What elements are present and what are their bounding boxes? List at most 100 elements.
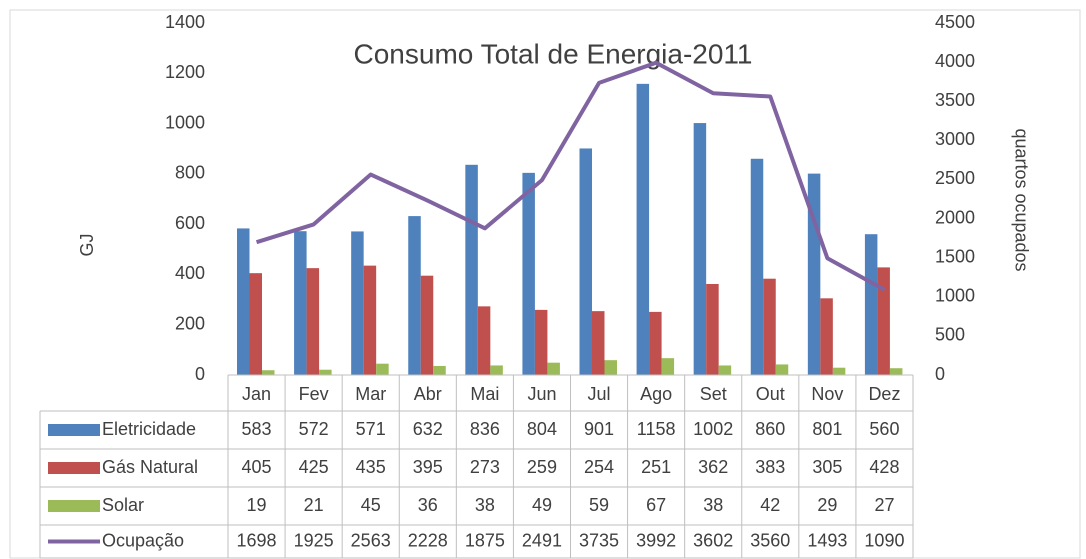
table-value: 571: [356, 419, 386, 439]
x-tick-label: Dez: [868, 384, 900, 404]
y-tick-label: 1200: [165, 62, 205, 82]
bar: [363, 265, 377, 375]
x-tick-label: Jun: [527, 384, 556, 404]
y2-tick-label: 4500: [935, 12, 975, 32]
bar: [465, 164, 478, 375]
table-value: 836: [470, 419, 500, 439]
table-value: 3560: [750, 530, 790, 550]
y-tick-label: 600: [175, 213, 205, 233]
bar: [262, 370, 275, 375]
x-tick-label: Fev: [299, 384, 329, 404]
table-value: 19: [247, 495, 267, 515]
table-value: 1493: [807, 530, 847, 550]
table-value: 259: [527, 457, 557, 477]
bar: [249, 273, 262, 375]
x-tick-label: Jan: [242, 384, 271, 404]
y2-tick-label: 4000: [935, 51, 975, 71]
bar: [604, 360, 617, 375]
table-value: 383: [755, 457, 785, 477]
table-value: 2491: [522, 530, 562, 550]
y2-tick-label: 3500: [935, 90, 975, 110]
table-value: 860: [755, 419, 785, 439]
table-value: 21: [304, 495, 324, 515]
bar: [522, 172, 535, 375]
legend-key: [48, 500, 100, 512]
bar: [534, 309, 548, 375]
table-value: 27: [874, 495, 894, 515]
bar: [408, 216, 421, 375]
table-value: 1090: [864, 530, 904, 550]
table-value: 1698: [237, 530, 277, 550]
x-tick-label: Out: [756, 384, 785, 404]
bar: [547, 362, 560, 375]
table-value: 67: [646, 495, 666, 515]
y-tick-label: 400: [175, 263, 205, 283]
bar: [864, 234, 878, 375]
y-tick-label: 1000: [165, 112, 205, 132]
table-value: 435: [356, 457, 386, 477]
y2-axis-label: quartos ocupados: [1011, 128, 1031, 271]
legend-label: Ocupação: [102, 530, 184, 550]
bar: [592, 311, 605, 375]
table-value: 38: [475, 495, 495, 515]
bar: [649, 311, 662, 375]
table-value: 36: [418, 495, 438, 515]
table-value: 1158: [637, 419, 676, 439]
bar: [706, 283, 719, 375]
table-value: 45: [361, 495, 381, 515]
bar: [636, 83, 650, 376]
table-value: 804: [527, 419, 557, 439]
table-value: 572: [299, 419, 329, 439]
bar: [306, 268, 320, 375]
table-value: 42: [760, 495, 780, 515]
table-value: 2563: [351, 530, 391, 550]
table-value: 3602: [693, 530, 733, 550]
y2-tick-label: 2500: [935, 168, 975, 188]
table-value: 560: [869, 419, 899, 439]
table-value: 1925: [294, 530, 334, 550]
table-value: 251: [641, 457, 671, 477]
y2-tick-label: 3000: [935, 129, 975, 149]
bar: [490, 365, 503, 375]
bar: [820, 298, 833, 375]
table-value: 583: [242, 419, 272, 439]
table-value: 425: [299, 457, 329, 477]
bar: [433, 365, 446, 375]
bar: [889, 368, 903, 375]
table-value: 405: [242, 457, 272, 477]
x-tick-label: Set: [700, 384, 727, 404]
legend-label: Gás Natural: [102, 457, 198, 477]
y-axis-label: GJ: [77, 233, 97, 256]
table-value: 49: [532, 495, 552, 515]
bar: [832, 367, 846, 375]
y2-tick-label: 1500: [935, 246, 975, 266]
table-value: 362: [698, 457, 728, 477]
y-tick-label: 200: [175, 313, 205, 333]
bar: [763, 278, 776, 375]
bar: [351, 231, 364, 375]
bar: [775, 364, 789, 375]
bar: [750, 158, 764, 375]
table-value: 38: [703, 495, 723, 515]
table-value: 801: [812, 419, 842, 439]
y2-tick-label: 2000: [935, 207, 975, 227]
y-tick-label: 1400: [165, 12, 205, 32]
bar: [420, 275, 434, 375]
y2-tick-label: 1000: [935, 286, 975, 306]
x-tick-label: Nov: [811, 384, 843, 404]
bar: [877, 267, 890, 375]
table-value: 29: [817, 495, 837, 515]
bar: [718, 365, 732, 375]
x-tick-label: Ago: [640, 384, 672, 404]
table-value: 305: [812, 457, 842, 477]
table-value: 632: [413, 419, 443, 439]
table-value: 3992: [636, 530, 676, 550]
y2-tick-label: 0: [935, 364, 945, 384]
table-value: 59: [589, 495, 609, 515]
x-tick-label: Jul: [588, 384, 611, 404]
bar: [477, 306, 491, 375]
legend-label: Eletricidade: [102, 419, 196, 439]
legend-label: Solar: [102, 495, 144, 515]
table-value: 901: [584, 419, 614, 439]
